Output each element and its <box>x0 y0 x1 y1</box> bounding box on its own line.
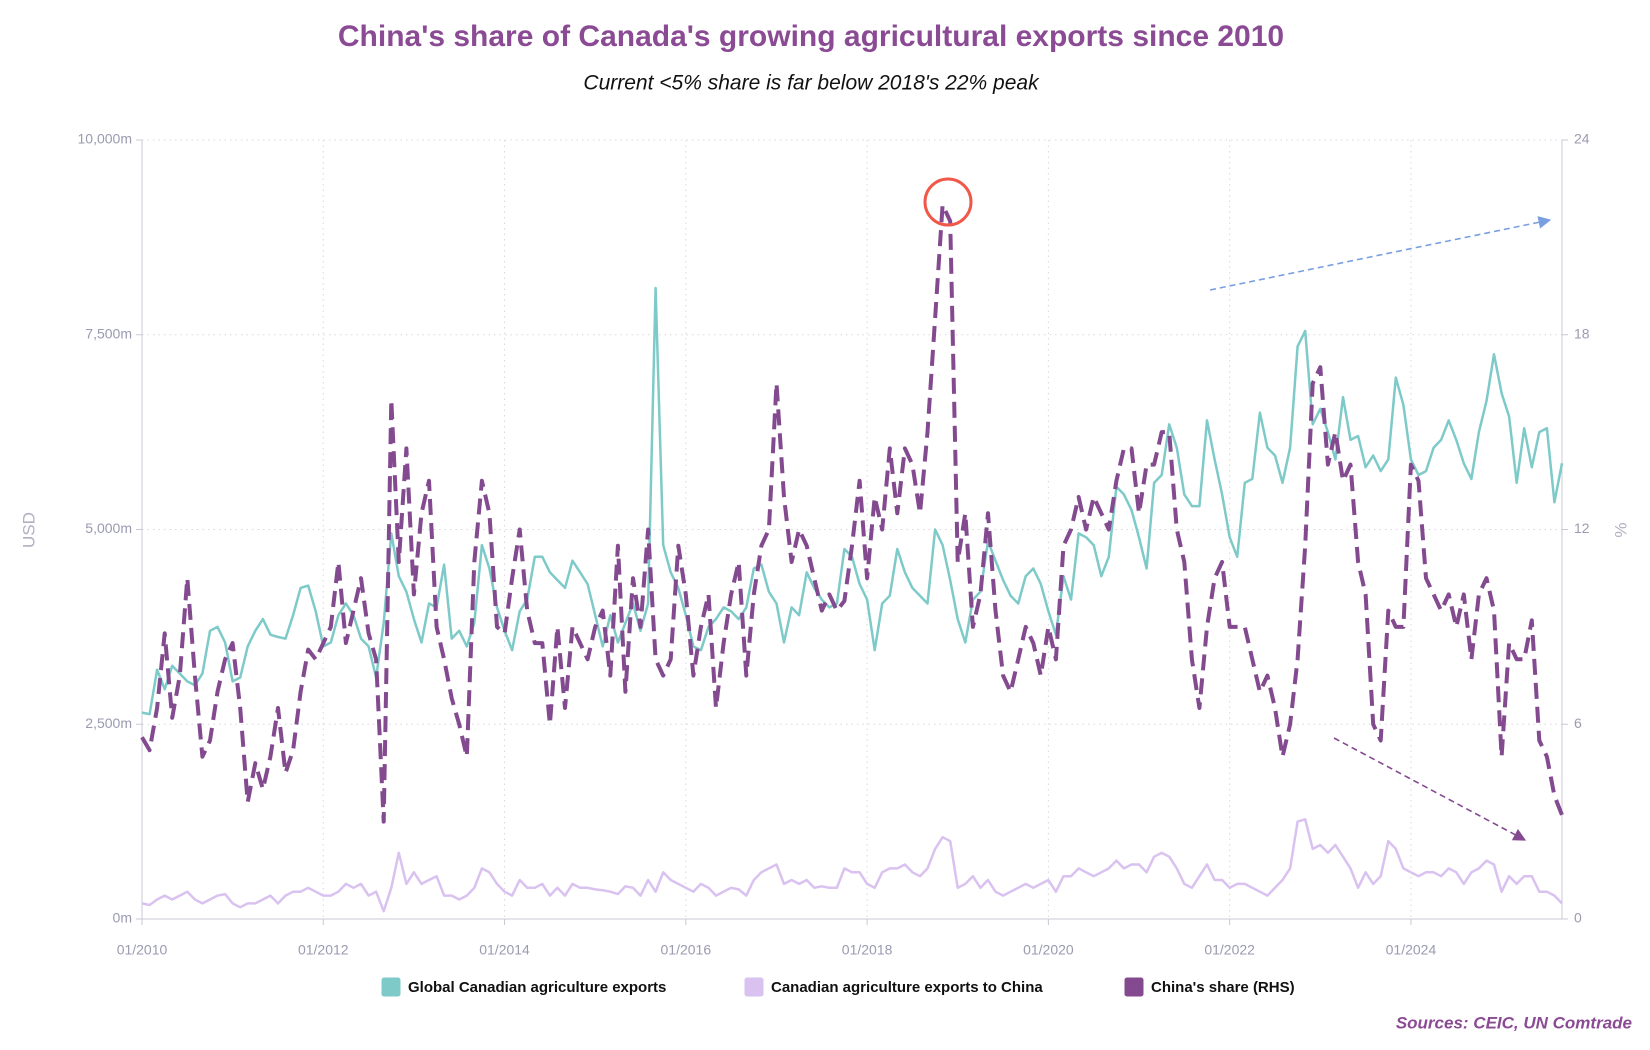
chart-title: China's share of Canada's growing agricu… <box>338 20 1284 53</box>
x-tick-label: 01/2016 <box>661 942 712 958</box>
legend-swatch <box>381 977 401 997</box>
y-tick-label: 5,000m <box>85 520 132 536</box>
peak-highlight <box>923 177 973 227</box>
legend-swatch <box>1124 977 1144 997</box>
y2-tick-label: 18 <box>1574 325 1590 341</box>
y-axis-label: USD <box>19 512 38 548</box>
x-tick-label: 01/2022 <box>1204 942 1255 958</box>
legend-label: Canadian agriculture exports to China <box>771 979 1043 996</box>
y2-tick-label: 24 <box>1574 131 1590 147</box>
source-note: Sources: CEIC, UN Comtrade <box>1396 1013 1632 1032</box>
legend: Global Canadian agriculture exports Canad… <box>381 977 1295 997</box>
y-tick-label: 2,500m <box>85 715 132 731</box>
x-tick-label: 01/2018 <box>842 942 893 958</box>
x-tick-label: 01/2020 <box>1023 942 1074 958</box>
y-tick-label: 10,000m <box>78 131 132 147</box>
annotations <box>923 177 1552 841</box>
legend-label: Global Canadian agriculture exports <box>408 979 666 996</box>
plot-area: 0m 2,500m 5,000m 7,500m 10,000m 0 6 12 18 24 01/20… <box>78 131 1590 958</box>
legend-label: China's share (RHS) <box>1151 979 1295 996</box>
x-tick-label: 01/2012 <box>298 942 349 958</box>
series-line <box>141 818 1563 913</box>
x-tick-label: 01/2024 <box>1386 942 1437 958</box>
series-line <box>140 202 1564 824</box>
y2-axis-label: % <box>1611 522 1630 537</box>
y-tick-label: 0m <box>113 910 132 926</box>
trend-arrow-up <box>1209 216 1552 291</box>
y-tick-label: 7,500m <box>85 325 132 341</box>
x-tick-label: 01/2010 <box>117 942 168 958</box>
x-tick-label: 01/2014 <box>479 942 530 958</box>
y2-tick-label: 12 <box>1574 520 1590 536</box>
chart-subtitle: Current <5% share is far below 2018's 22… <box>583 72 1040 95</box>
legend-swatch <box>744 977 764 997</box>
series-line <box>141 286 1564 716</box>
trend-arrow-down <box>1333 737 1527 841</box>
y2-tick-label: 6 <box>1574 715 1582 731</box>
y2-tick-label: 0 <box>1574 910 1582 926</box>
